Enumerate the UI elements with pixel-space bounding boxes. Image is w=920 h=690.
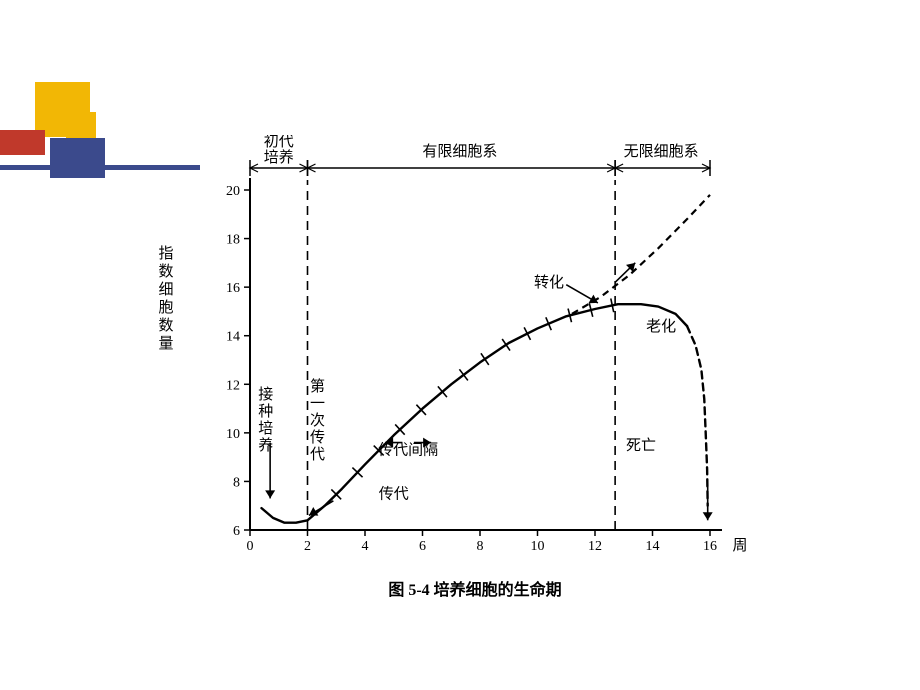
arrowhead-inoculate xyxy=(265,490,275,498)
annotation-death: 死亡 xyxy=(626,437,656,454)
x-tick-label: 0 xyxy=(247,539,254,554)
x-tick-label: 6 xyxy=(419,539,426,554)
annotation-transform: 转化 xyxy=(534,274,564,291)
y-tick-label: 14 xyxy=(226,330,240,345)
region-label: 初代 xyxy=(264,135,294,150)
x-tick-label: 4 xyxy=(362,539,369,554)
annotation-inoculate: 接种培养 xyxy=(257,387,275,455)
chart-caption: 图 5-4 培养细胞的生命期 xyxy=(195,576,755,600)
annotation-passage: 传代 xyxy=(379,485,409,502)
x-tick-label: 12 xyxy=(588,539,602,554)
y-axis-label: 指数细胞数量 xyxy=(157,245,175,353)
x-tick-label: 10 xyxy=(531,539,545,554)
arrowhead-death xyxy=(703,512,713,520)
y-tick-label: 18 xyxy=(226,233,240,248)
chart: 0 2 4 6 8 10 12 14 16 6 8 10 12 14 16 18 20 周 初代培养 有限细胞系 无限细… xyxy=(195,135,755,565)
region-label: 培养 xyxy=(264,149,294,166)
x-tick-label: 2 xyxy=(304,539,311,554)
annotation-first_pass: 第一次传代 xyxy=(309,379,327,464)
y-tick-label: 20 xyxy=(226,184,240,199)
growth-curve-decline xyxy=(687,326,708,506)
x-tick-label: 16 xyxy=(703,539,717,554)
y-tick-label: 12 xyxy=(226,378,240,393)
chart-svg: 0 2 4 6 8 10 12 14 16 6 8 10 12 14 16 18 20 周 初代培养 有限细胞系 无限细… xyxy=(195,135,755,565)
x-tick-label: 8 xyxy=(477,539,484,554)
y-tick-label: 6 xyxy=(233,524,240,539)
x-tick-label: 14 xyxy=(646,539,660,554)
region-label: 无限细胞系 xyxy=(624,143,699,160)
annotation-interval: 传代间隔 xyxy=(378,442,438,459)
slide: 0 2 4 6 8 10 12 14 16 6 8 10 12 14 16 18 20 周 初代培养 有限细胞系 无限细… xyxy=(0,0,920,690)
y-tick-label: 16 xyxy=(226,281,240,296)
region-label: 有限细胞系 xyxy=(422,143,497,160)
y-tick-label: 10 xyxy=(226,427,240,442)
x-axis-label: 周 xyxy=(732,537,747,554)
corner-decoration xyxy=(0,0,200,180)
y-tick-label: 8 xyxy=(233,475,240,490)
annotation-aging: 老化 xyxy=(646,318,676,335)
